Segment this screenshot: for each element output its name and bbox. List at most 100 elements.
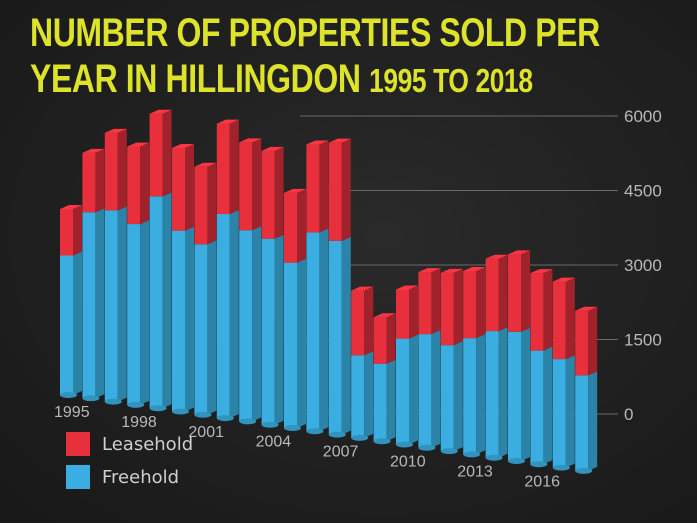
y-tick-label: 0: [624, 405, 633, 424]
title-line-1: NUMBER OF PROPERTIES SOLD PER: [30, 11, 600, 55]
bar-leasehold-side: [229, 119, 239, 215]
bar-leasehold-side: [431, 268, 441, 335]
bar-freehold-side: [341, 236, 351, 435]
bar-leasehold-side: [543, 269, 553, 351]
bar-leasehold: [239, 142, 253, 231]
bar-base: [418, 444, 436, 451]
bar-leasehold-side: [207, 162, 217, 245]
bar-leasehold: [530, 273, 544, 351]
bar-leasehold-side: [565, 277, 575, 360]
bar-2017: [552, 277, 575, 471]
bar-freehold-side: [95, 208, 105, 399]
bar-freehold-side: [409, 334, 418, 445]
bar-leasehold: [328, 142, 342, 241]
bar-freehold: [149, 196, 163, 409]
bar-leasehold-side: [588, 306, 598, 376]
bar-leasehold-side: [117, 128, 127, 211]
bar-1995: [60, 205, 82, 398]
legend-label-freehold: Freehold: [102, 466, 180, 488]
bar-top: [172, 144, 194, 148]
bar-leasehold-side: [409, 285, 418, 339]
bar-freehold: [418, 334, 432, 448]
bar-top: [216, 119, 239, 124]
bar-2009: [373, 313, 396, 445]
bar-freehold-side: [521, 327, 530, 461]
bar-freehold: [328, 240, 342, 435]
bar-2012: [440, 268, 463, 455]
bar-top: [194, 162, 217, 167]
bar-freehold: [575, 375, 589, 471]
bar-freehold: [373, 363, 387, 442]
bar-freehold: [284, 262, 297, 428]
x-tick-labels: 1995 1998 2001 2004 2007 2010 2013 2016: [54, 404, 560, 490]
bar-leasehold: [463, 270, 477, 339]
bar-leasehold-side: [319, 140, 329, 233]
bar-base: [306, 428, 324, 435]
bar-leasehold-side: [453, 268, 463, 346]
bar-2002: [216, 119, 239, 422]
bar-freehold-side: [297, 258, 306, 428]
bar-leasehold-side: [162, 109, 172, 197]
bar-2007: [328, 138, 351, 438]
bar-2006: [306, 140, 329, 435]
bar-leasehold: [351, 290, 365, 356]
y-tick-label: 3000: [624, 256, 662, 275]
bar-top: [351, 286, 374, 291]
bar-top: [149, 109, 172, 114]
chart-title: NUMBER OF PROPERTIES SOLD PER YEAR IN HI…: [30, 10, 600, 104]
bar-freehold: [239, 230, 253, 422]
bar-top: [373, 313, 396, 318]
bar-2013: [463, 266, 486, 458]
x-tick-label: 2013: [457, 463, 493, 480]
bar-base: [194, 411, 212, 418]
bar-top: [284, 188, 306, 193]
bar-freehold: [396, 338, 409, 445]
bar-top: [485, 254, 508, 259]
bar-base: [440, 448, 458, 455]
bar-base: [396, 441, 413, 448]
bar-leasehold-side: [73, 205, 82, 256]
bar-top: [261, 146, 284, 151]
bar-2005: [284, 188, 306, 431]
bar-base: [239, 418, 257, 425]
x-tick-label: 2001: [188, 424, 224, 441]
x-tick-label: 1998: [121, 414, 157, 431]
bar-top: [396, 285, 418, 290]
bar-freehold: [104, 210, 118, 402]
bar-leasehold: [552, 281, 566, 360]
bar-top: [328, 138, 351, 143]
bar-leasehold-side: [341, 138, 351, 241]
bar-freehold-side: [364, 351, 374, 438]
bar-freehold: [463, 338, 477, 455]
bar-freehold-side: [252, 226, 262, 422]
title-line-2: YEAR IN HILLINGDON 1995 TO 2018: [30, 56, 550, 104]
bar-base: [127, 401, 145, 408]
bar-top: [239, 138, 262, 143]
bar-freehold: [485, 331, 499, 458]
y-tick-label: 6000: [624, 107, 662, 126]
bar-freehold-side: [73, 251, 82, 395]
bar-base: [104, 398, 122, 405]
bar-leasehold-side: [95, 148, 105, 213]
bar-leasehold: [261, 150, 275, 239]
bar-leasehold: [60, 209, 73, 256]
bar-base: [351, 434, 369, 441]
bar-base: [60, 392, 77, 398]
bar-leasehold: [149, 113, 163, 197]
bar-leasehold: [284, 192, 297, 263]
bar-freehold: [530, 350, 544, 465]
bar-base: [284, 425, 301, 431]
bar-freehold-side: [117, 206, 127, 402]
bar-1996: [82, 148, 105, 402]
bar-leasehold: [373, 317, 387, 364]
bar-top: [104, 128, 127, 133]
title-line-2-main: YEAR IN HILLINGDON: [30, 57, 361, 101]
bar-top: [418, 268, 441, 273]
bar-leasehold-side: [297, 188, 306, 263]
bar-2016: [530, 269, 553, 468]
bar-freehold: [552, 359, 566, 468]
bar-top: [575, 306, 598, 311]
bar-2011: [418, 268, 441, 451]
x-tick-label: 2007: [323, 444, 359, 461]
